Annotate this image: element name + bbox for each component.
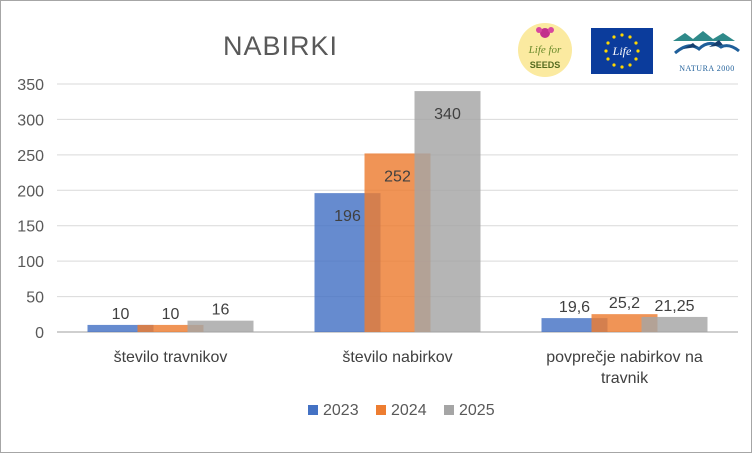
legend-label: 2024 (391, 402, 427, 419)
life-for-seeds-logo: Life for SEEDS (515, 23, 575, 77)
data-label: 10 (112, 306, 130, 323)
bar-2025-1 (414, 91, 481, 332)
y-tick-label: 350 (17, 77, 44, 94)
data-label: 10 (162, 306, 180, 323)
data-label: 340 (434, 106, 461, 123)
bar-2024-0 (137, 324, 204, 332)
y-tick-label: 250 (17, 148, 44, 165)
legend-swatch-2024 (376, 405, 386, 415)
x-category-label: število travnikov (114, 349, 228, 366)
life-for-seeds-logo-graphic: Life for SEEDS (518, 23, 572, 77)
legend-swatch-2023 (308, 405, 318, 415)
eu-life-logo: Life (591, 28, 653, 74)
data-label: 16 (212, 302, 230, 319)
bar-2024-2 (591, 314, 658, 332)
chart-title: NABIRKI (223, 31, 339, 61)
y-tick-label: 50 (26, 290, 44, 307)
data-label: 196 (334, 208, 361, 225)
data-label: 19,6 (559, 299, 590, 316)
x-category-label: povprečje nabirkov na travnik (546, 349, 703, 387)
y-tick-label: 200 (17, 183, 44, 200)
data-label: 252 (384, 168, 411, 185)
bar-2023-2 (541, 318, 608, 332)
eu-life-text: Life (612, 44, 632, 58)
y-tick-label: 150 (17, 219, 44, 236)
y-tick-label: 0 (35, 325, 44, 342)
data-label: 21,25 (654, 298, 694, 315)
legend-label: 2023 (323, 402, 359, 419)
x-category-label: število nabirkov (342, 349, 452, 366)
bar-2023-0 (87, 324, 154, 332)
legend-label: 2025 (459, 402, 495, 419)
natura-2000-logo-graphic: NATURA 2000 (673, 31, 740, 73)
natura-2000-logo: NATURA 2000 (669, 23, 745, 77)
life-for-seeds-bottom-text: SEEDS (530, 60, 561, 70)
y-tick-label: 100 (17, 254, 44, 271)
data-label: 25,2 (609, 295, 640, 312)
y-tick-label: 300 (17, 112, 44, 129)
legend-swatch-2025 (444, 405, 454, 415)
eu-life-logo-graphic: Life (591, 28, 653, 74)
life-for-seeds-top-text: Life for (528, 44, 562, 56)
bar-2025-2 (641, 316, 708, 332)
bar-2025-0 (187, 320, 254, 332)
natura-2000-text: NATURA 2000 (679, 64, 735, 73)
